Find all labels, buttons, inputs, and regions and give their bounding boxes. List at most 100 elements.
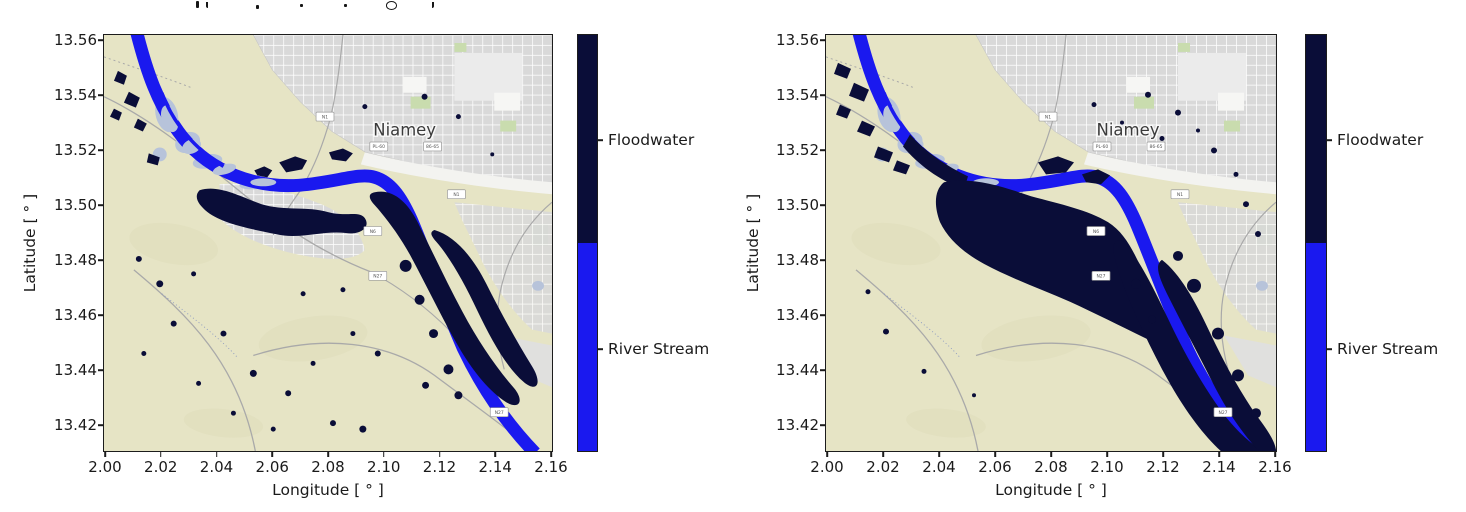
green-area (1178, 42, 1190, 52)
y-tick-mark (820, 204, 825, 206)
floodwater-patch (1038, 156, 1074, 175)
colorbar-legend-right (1305, 34, 1327, 452)
flood-map-right: N1 PL-60 86-65 N1 N6 N27 N27 Niamey (826, 35, 1276, 451)
x-tick-mark (215, 452, 218, 457)
city-block (402, 76, 427, 93)
road (1220, 201, 1276, 370)
y-tick-mark (820, 149, 825, 151)
floodwater-patch (857, 120, 875, 137)
x-tick-mark (438, 452, 441, 457)
y-tick-label: 13.44 (776, 361, 819, 379)
road-number-badge: N27 (368, 271, 388, 281)
y-tick-mark (820, 259, 825, 261)
map-shape (981, 315, 1091, 362)
colorbar-tick (598, 139, 603, 141)
floodwater-patch (328, 148, 353, 162)
y-tick-mark (98, 94, 103, 96)
y-tick-mark (98, 204, 103, 206)
y-tick-mark (98, 149, 103, 151)
road-number-badge: N1 (447, 189, 466, 200)
y-tick-mark (98, 424, 103, 426)
road-number-label: 86-65 (1149, 144, 1162, 150)
map-plot-left: N1 PL-60 86-65 N1 N6 N27 N27 Niamey (103, 34, 553, 452)
road-number-badge: PL-60 (1092, 141, 1112, 152)
x-tick-label: 2.10 (1090, 458, 1124, 476)
floodwater-speck (170, 320, 177, 327)
road-number-label: PL-60 (373, 144, 386, 150)
road-number-badge: 86-65 (423, 141, 442, 152)
floodwater-patch (903, 134, 968, 190)
legend-label-river-stream: River Stream (608, 340, 710, 358)
road-number-badge: N6 (1086, 226, 1106, 236)
green-area (1134, 96, 1154, 109)
road-number-badge: N1 (315, 111, 335, 122)
floodwater-speck (1212, 327, 1224, 340)
road (855, 269, 979, 451)
cropped-title-remnant (0, 0, 1466, 10)
colorbar-floodwater-segment (1306, 35, 1326, 243)
legend-label-floodwater: Floodwater (1337, 131, 1424, 149)
floodwater-speck (454, 391, 463, 400)
floodwater-patch (849, 82, 869, 102)
city-label-niamey: Niamey (1096, 121, 1159, 140)
floodwater-speck (1233, 171, 1239, 177)
x-tick-label: 2.02 (866, 458, 900, 476)
floodwater-patch (369, 191, 520, 406)
y-tick-label: 13.48 (776, 251, 819, 269)
green-area (1224, 120, 1240, 132)
title-glyph-remnant (206, 2, 208, 8)
floodwater-patch (874, 146, 893, 163)
floodwater-speck (1145, 91, 1151, 98)
y-tick-mark (820, 369, 825, 371)
city-area-east-bank (454, 202, 552, 334)
floodwater-patch (935, 180, 1175, 346)
y-tick-mark (98, 314, 103, 316)
floodwater-patch (254, 166, 273, 178)
floodwater-speck (865, 289, 871, 295)
map-shape (129, 222, 218, 266)
x-tick-mark (1162, 452, 1164, 457)
floodwater-speck (300, 291, 306, 297)
floodwater-speck (249, 369, 257, 377)
flood-map-left: N1 PL-60 86-65 N1 N6 N27 N27 Niamey (104, 35, 552, 451)
map-shape (851, 222, 941, 266)
floodwater-speck (1211, 147, 1217, 154)
road-number-badge: N27 (489, 407, 509, 418)
floodwater-speck (1131, 278, 1141, 289)
floodwater-patch (196, 188, 367, 236)
title-glyph-remnant (344, 4, 347, 7)
road-number-badge: PL-60 (369, 141, 389, 152)
x-tick-label: 2.10 (367, 458, 401, 476)
road-number-label: N1 (1177, 192, 1183, 198)
y-tick-mark (820, 424, 825, 426)
floodwater-speck (1175, 109, 1181, 116)
city-block (494, 92, 521, 111)
floodwater-speck (340, 287, 346, 293)
floodwater-speck (1232, 369, 1244, 382)
title-glyph-remnant (432, 2, 434, 8)
floodwater-speck (1187, 278, 1201, 293)
y-tick-label: 13.52 (54, 141, 97, 159)
floodwater-speck (490, 152, 495, 157)
y-tick-label: 13.56 (776, 31, 819, 49)
x-tick-mark (382, 452, 385, 457)
floodwater-speck (399, 259, 412, 272)
x-tick-mark (994, 452, 996, 457)
road-number-label: PL-60 (1096, 144, 1109, 150)
map-shape (183, 408, 264, 438)
x-tick-mark (1106, 452, 1108, 457)
floodwater-patch (834, 62, 851, 79)
floodwater-speck (329, 420, 336, 427)
floodwater-layer (834, 62, 1276, 451)
floodwater-speck (1148, 315, 1156, 324)
road-number-label: N27 (1218, 410, 1227, 416)
road-number-badge: N1 (1170, 189, 1190, 200)
road-number-label: 86-65 (426, 144, 439, 150)
floodwater-speck (350, 331, 356, 337)
floodwater-speck (135, 255, 142, 262)
floodwater-speck (141, 350, 147, 356)
floodwater-speck (285, 390, 292, 397)
road-number-label: N1 (453, 192, 459, 198)
